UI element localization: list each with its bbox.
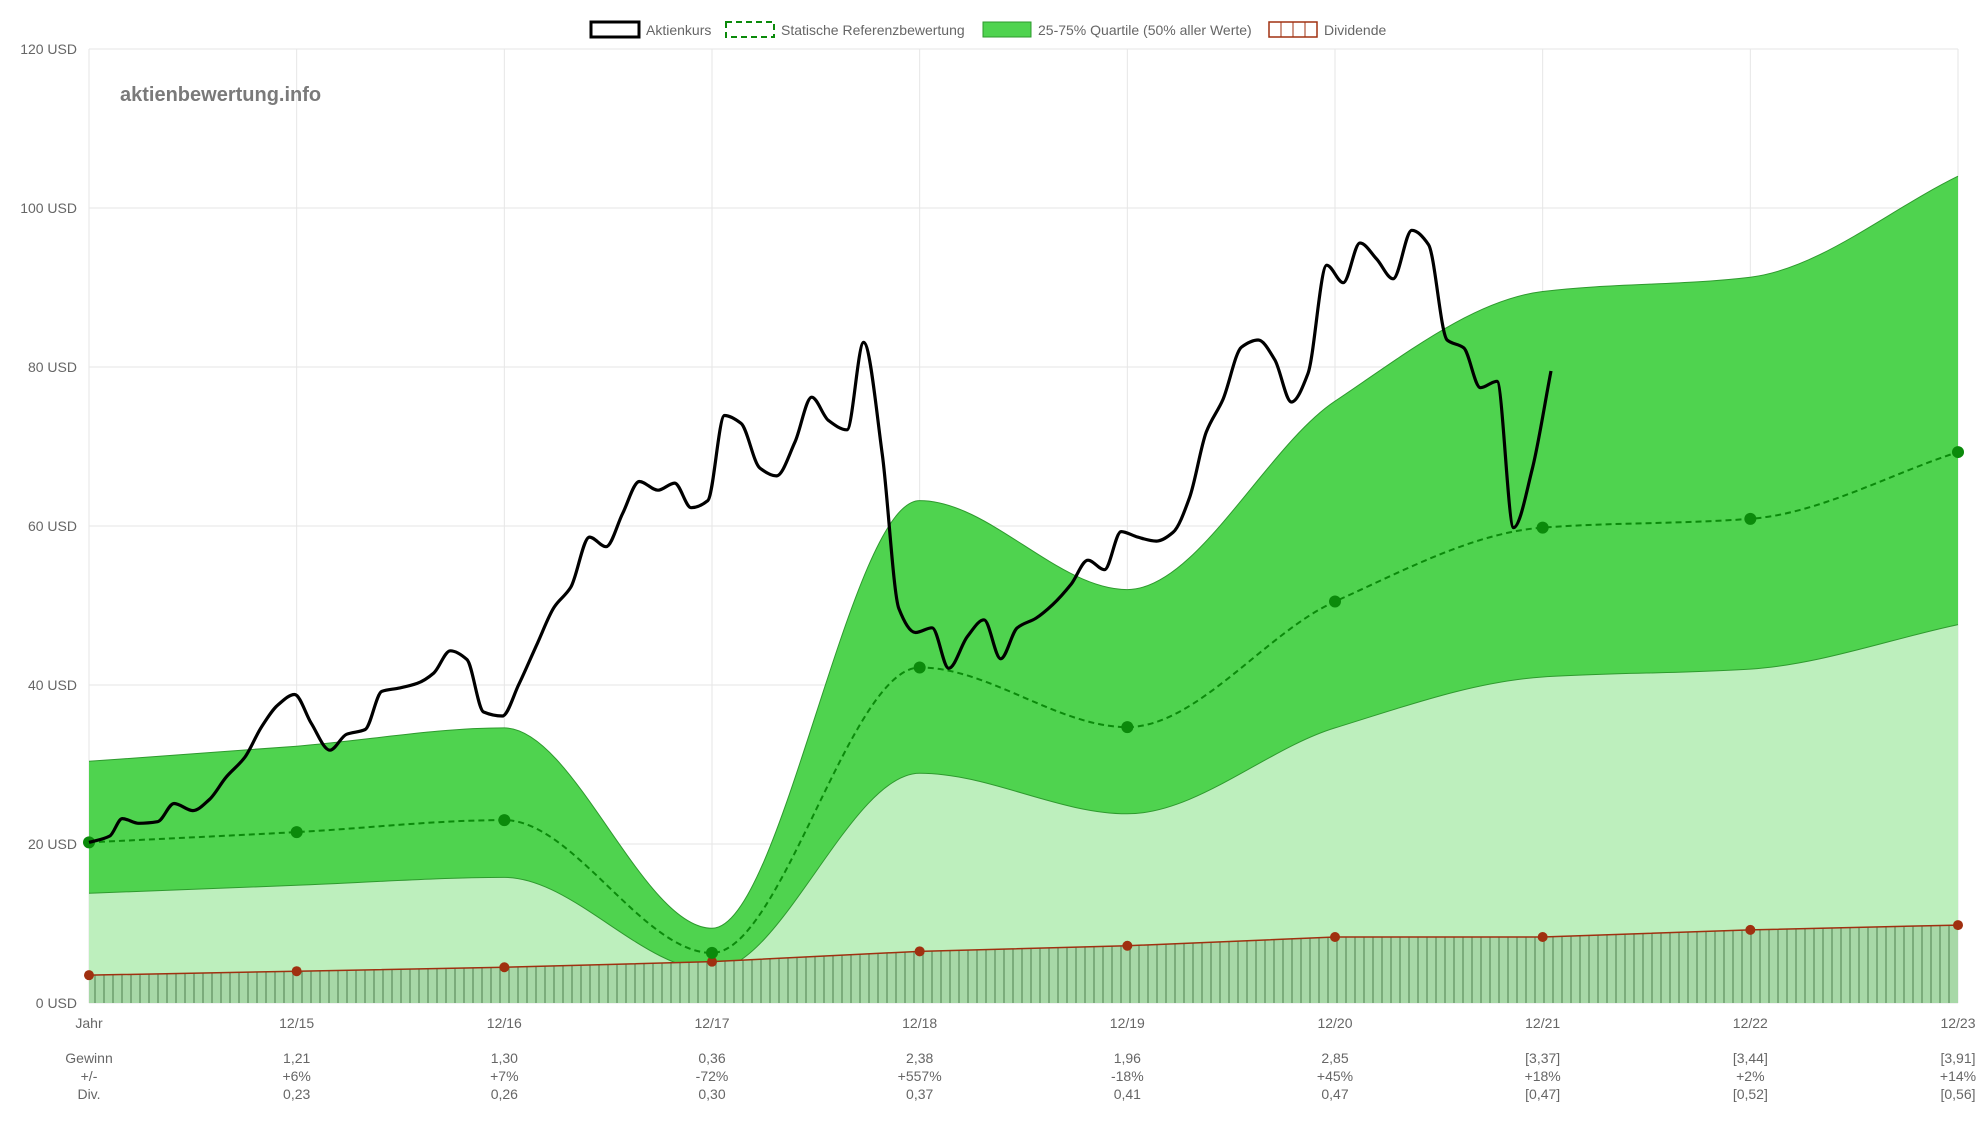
y-tick-label-2: 40 USD	[28, 677, 77, 693]
dividend-point-8	[1745, 924, 1756, 935]
watermark-logo: aktienbewertung.info	[120, 84, 321, 106]
table-row-label-0: Gewinn	[65, 1050, 112, 1066]
reference-point-1	[290, 826, 303, 839]
reference-line	[88, 451, 1959, 954]
table-cell: +45%	[1317, 1068, 1353, 1084]
x-tick-label-5: 12/19	[1110, 1015, 1145, 1031]
legend-swatch-quartile	[982, 21, 1032, 38]
x-tick-label-7: 12/21	[1525, 1015, 1560, 1031]
x-tick-label-4: 12/18	[902, 1015, 937, 1031]
y-tick-label-0: 0 USD	[36, 995, 77, 1011]
table-cell: 0,23	[283, 1086, 310, 1102]
reference-point-5	[1121, 721, 1134, 734]
reference-series	[83, 446, 1964, 959]
x-tick-label-0: Jahr	[75, 1015, 103, 1031]
legend-swatch-reference	[725, 21, 775, 38]
dividend-point-2	[499, 962, 510, 973]
table-cell: +6%	[282, 1068, 310, 1084]
price-line	[88, 228, 1553, 844]
table-cell: 0,47	[1321, 1086, 1348, 1102]
reference-point-0	[83, 836, 95, 849]
reference-point-2	[498, 814, 511, 827]
legend-label-reference: Statische Referenzbewertung	[781, 22, 965, 38]
table-cell: [0,52]	[1733, 1086, 1768, 1102]
legend: Aktienkurs Statische Referenzbewertung 2…	[589, 20, 1386, 39]
dividend-point-7	[1537, 932, 1548, 943]
table-cell: [3,91]	[1940, 1050, 1975, 1066]
table-cell: 0,36	[698, 1050, 725, 1066]
table-cell: 1,21	[283, 1050, 310, 1066]
x-tick-label-2: 12/16	[487, 1015, 522, 1031]
legend-swatch-price	[589, 20, 641, 39]
price-series	[88, 228, 1553, 844]
table-cell: -72%	[696, 1068, 729, 1084]
legend-item-reference[interactable]: Statische Referenzbewertung	[725, 21, 965, 38]
x-tick-label-1: 12/15	[279, 1015, 314, 1031]
legend-item-price[interactable]: Aktienkurs	[589, 20, 711, 39]
legend-label-price: Aktienkurs	[646, 22, 711, 38]
dividend-point-4	[914, 946, 925, 957]
dividend-line	[88, 924, 1959, 976]
table-cell: 2,85	[1321, 1050, 1348, 1066]
x-tick-label-6: 12/20	[1317, 1015, 1352, 1031]
x-tick-label-8: 12/22	[1733, 1015, 1768, 1031]
reference-point-3	[706, 946, 718, 959]
legend-item-dividend[interactable]: Dividende	[1268, 21, 1386, 38]
quartile-lower-area	[89, 624, 1958, 1003]
quartile-band	[88, 175, 1959, 1003]
y-tick-label-6: 120 USD	[20, 41, 77, 57]
legend-label-quartile: 25-75% Quartile (50% aller Werte)	[1038, 22, 1252, 38]
dividend-point-9	[1953, 920, 1963, 931]
dividend-point-1	[291, 966, 302, 977]
dividend-area	[89, 925, 1958, 1003]
y-tick-label-5: 100 USD	[20, 200, 77, 216]
legend-label-dividend: Dividende	[1324, 22, 1386, 38]
table-row-label-1: +/-	[81, 1068, 98, 1084]
table-cell: [0,47]	[1525, 1086, 1560, 1102]
y-tick-label-3: 60 USD	[28, 518, 77, 534]
table-cell: +18%	[1525, 1068, 1561, 1084]
quartile-band-area	[89, 176, 1958, 971]
reference-point-8	[1744, 512, 1757, 525]
dividend-point-3	[707, 956, 717, 967]
reference-point-6	[1329, 595, 1341, 608]
reference-point-9	[1952, 446, 1964, 459]
table-cell: [3,37]	[1525, 1050, 1560, 1066]
table-cell: 1,30	[491, 1050, 518, 1066]
table-cell: 0,26	[491, 1086, 518, 1102]
y-axis: 0 USD 20 USD 40 USD 60 USD 80 USD 100 USD 120 …	[20, 41, 77, 1011]
legend-item-quartile[interactable]: 25-75% Quartile (50% aller Werte)	[982, 21, 1252, 38]
dividend-point-0	[84, 970, 94, 981]
table-cell: +557%	[898, 1068, 942, 1084]
reference-point-7	[1536, 521, 1549, 534]
dividend-series	[84, 920, 1963, 1003]
dividend-point-6	[1330, 932, 1340, 943]
y-tick-label-1: 20 USD	[28, 836, 77, 852]
y-tick-label-4: 80 USD	[28, 359, 77, 375]
reference-point-4	[913, 661, 926, 674]
x-tick-label-3: 12/17	[694, 1015, 729, 1031]
table-cell: +7%	[490, 1068, 518, 1084]
table-cell: +2%	[1736, 1068, 1764, 1084]
fundamentals-table: Gewinn +/- Div. 1,21 +6% 0,23 1,30 +7% 0,26 0,36 -…	[65, 1050, 1976, 1102]
table-cell: -18%	[1111, 1068, 1144, 1084]
table-cell: [0,56]	[1940, 1086, 1975, 1102]
table-cell: +14%	[1940, 1068, 1976, 1084]
table-row-label-2: Div.	[77, 1086, 100, 1102]
table-cell: [3,44]	[1733, 1050, 1768, 1066]
x-axis: Jahr 12/15 12/16 12/17 12/18 12/19 12/20 12/21 1…	[75, 1015, 1975, 1031]
quartile-lower-line	[88, 624, 1959, 971]
table-cell: 1,96	[1114, 1050, 1141, 1066]
dividend-point-5	[1122, 940, 1133, 951]
table-cell: 2,38	[906, 1050, 933, 1066]
table-cell: 0,37	[906, 1086, 933, 1102]
table-cell: 0,41	[1114, 1086, 1141, 1102]
x-tick-label-9: 12/23	[1940, 1015, 1975, 1031]
table-cell: 0,30	[698, 1086, 725, 1102]
quartile-upper-line	[88, 175, 1959, 929]
